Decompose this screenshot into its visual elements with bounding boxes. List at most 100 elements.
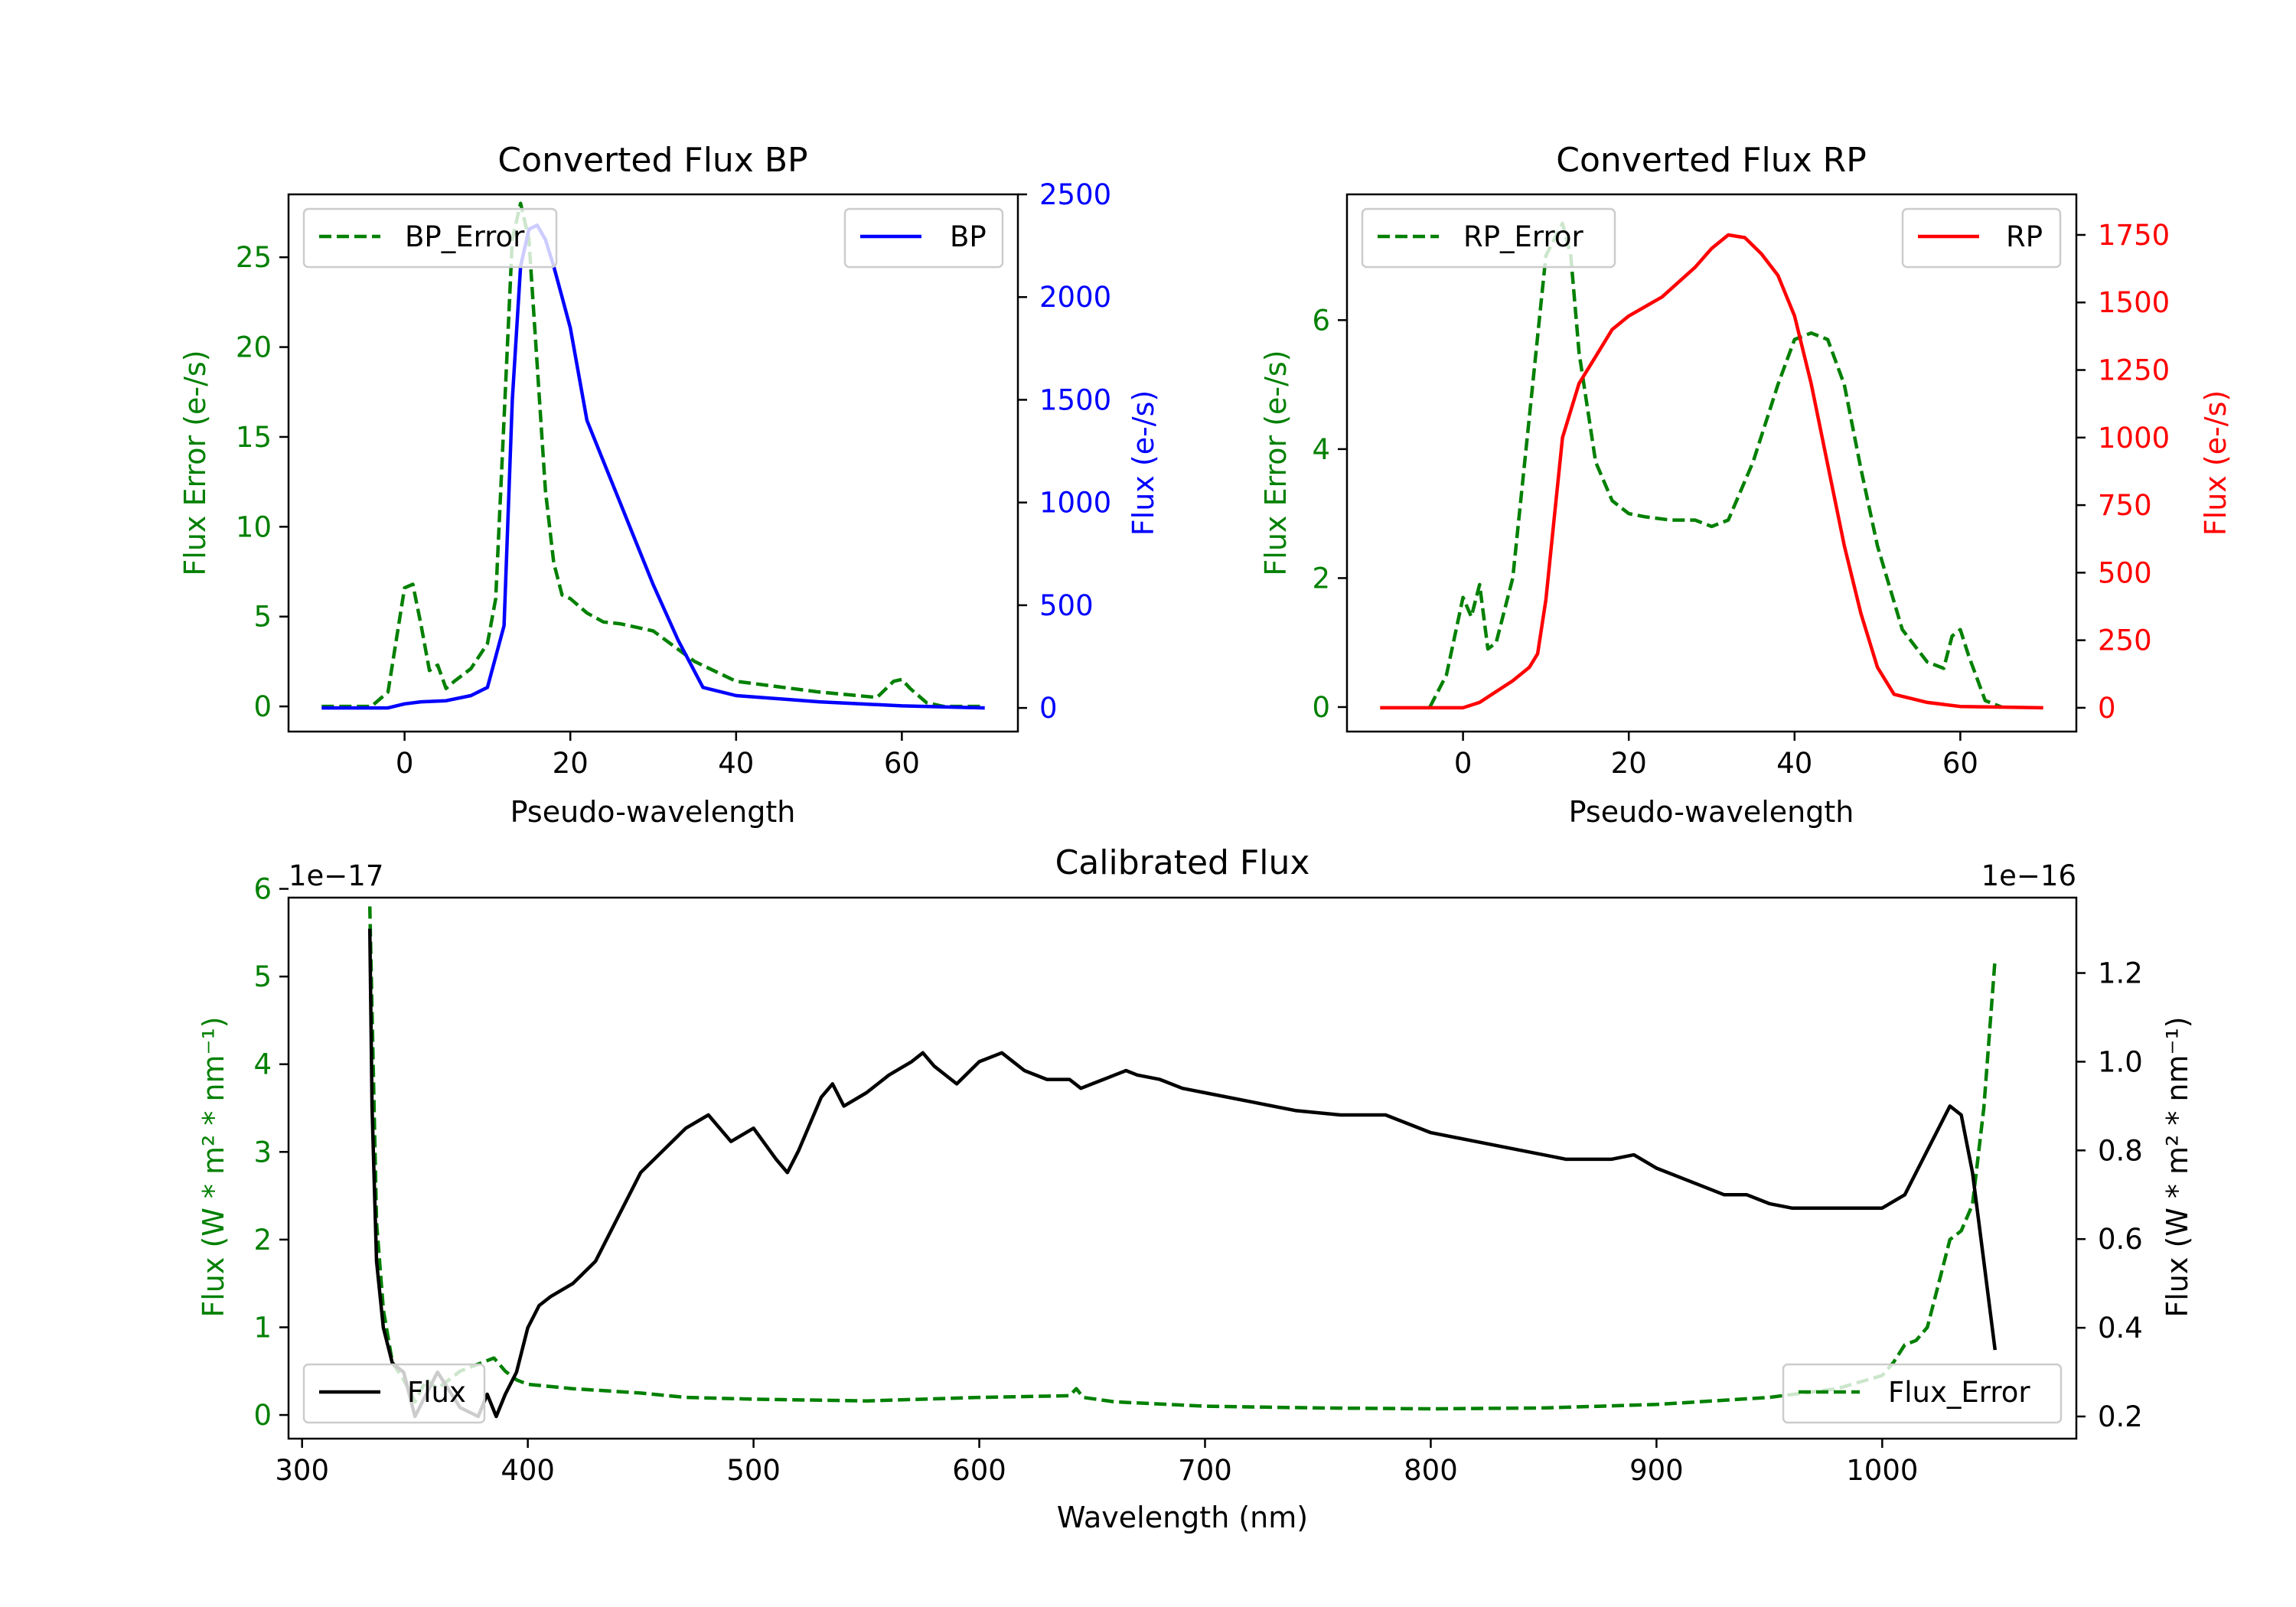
cal-left-tick-label: 6 bbox=[253, 873, 272, 906]
bp-chart-title: Converted Flux BP bbox=[497, 141, 807, 180]
bp-left-tick-label: 10 bbox=[236, 510, 272, 543]
cal-x-tick-label: 700 bbox=[1178, 1454, 1232, 1487]
calibrated-left-axis: 0 1 2 3 4 5 6 bbox=[253, 873, 289, 1432]
cal-left-tick-label: 2 bbox=[253, 1224, 272, 1257]
rp-x-axis: 0 20 40 60 bbox=[1454, 732, 1978, 780]
bp-left-tick-label: 20 bbox=[236, 331, 272, 364]
rp-x-tick-label: 0 bbox=[1454, 747, 1473, 780]
bp-legend: BP bbox=[843, 207, 1004, 269]
calibrated-chart: Calibrated Flux 1e−17 1e−16 300 400 500 600… bbox=[197, 843, 2194, 1534]
bp-x-tick-label: 0 bbox=[396, 747, 414, 780]
calibrated-error-legend: Flux_Error bbox=[1782, 1363, 2063, 1424]
calibrated-right-axis-label: Flux (W * m² * nm⁻¹) bbox=[2161, 1016, 2194, 1317]
rp-left-tick-label: 0 bbox=[1312, 691, 1330, 724]
rp-right-axis: 0 250 500 750 1000 1250 1500 1750 bbox=[2076, 219, 2170, 725]
bp-left-tick-label: 25 bbox=[236, 241, 272, 274]
rp-right-tick-label: 1750 bbox=[2098, 219, 2170, 252]
cal-left-tick-label: 3 bbox=[253, 1136, 272, 1169]
rp-right-tick-label: 0 bbox=[2098, 692, 2116, 725]
rp-left-tick-label: 4 bbox=[1312, 433, 1330, 466]
rp-right-tick-label: 500 bbox=[2098, 556, 2152, 589]
rp-chart: Converted Flux RP 0 20 40 60 0 2 4 6 0 250 500 75… bbox=[1259, 141, 2232, 829]
rp-right-axis-label: Flux (e-/s) bbox=[2199, 390, 2232, 536]
rp-x-axis-label: Pseudo-wavelength bbox=[1569, 795, 1854, 829]
rp-left-tick-label: 6 bbox=[1312, 304, 1330, 337]
bp-x-axis: 0 20 40 60 bbox=[396, 732, 920, 780]
rp-error-legend: RP_Error bbox=[1361, 207, 1616, 269]
bp-right-axis-label: Flux (e-/s) bbox=[1127, 390, 1160, 536]
calibrated-x-axis: 300 400 500 600 700 800 900 1000 bbox=[275, 1439, 1918, 1487]
rp-right-tick-label: 250 bbox=[2098, 624, 2152, 657]
rp-chart-title: Converted Flux RP bbox=[1556, 141, 1867, 180]
cal-x-tick-label: 300 bbox=[275, 1454, 329, 1487]
cal-x-tick-label: 500 bbox=[726, 1454, 781, 1487]
rp-right-tick-label: 1000 bbox=[2098, 422, 2170, 455]
bp-error-legend: BP_Error bbox=[302, 207, 558, 269]
rp-x-tick-label: 40 bbox=[1776, 747, 1812, 780]
cal-right-tick-label: 0.8 bbox=[2098, 1134, 2143, 1167]
cal-left-tick-label: 1 bbox=[253, 1311, 272, 1344]
rp-left-axis-label: Flux Error (e-/s) bbox=[1259, 350, 1293, 575]
cal-x-tick-label: 1000 bbox=[1846, 1454, 1918, 1487]
rp-left-axis: 0 2 4 6 bbox=[1312, 304, 1347, 724]
calibrated-flux-legend-label: Flux bbox=[407, 1376, 466, 1409]
bp-right-tick-label: 1000 bbox=[1039, 487, 1111, 520]
bp-x-tick-label: 60 bbox=[884, 747, 920, 780]
calibrated-right-axis: 0.2 0.4 0.6 0.8 1.0 1.2 bbox=[2076, 957, 2143, 1433]
bp-right-tick-label: 2000 bbox=[1039, 281, 1111, 314]
bp-right-tick-label: 2500 bbox=[1039, 178, 1111, 211]
cal-right-tick-label: 1.2 bbox=[2098, 957, 2143, 990]
cal-series-flux-error bbox=[367, 906, 1998, 1411]
cal-right-tick-label: 0.6 bbox=[2098, 1223, 2143, 1256]
bp-right-axis: 0 500 1000 1500 2000 2500 bbox=[1018, 178, 1111, 725]
calibrated-left-offset: 1e−17 bbox=[289, 859, 383, 892]
rp-x-tick-label: 20 bbox=[1611, 747, 1647, 780]
rp-right-tick-label: 1500 bbox=[2098, 286, 2170, 319]
rp-left-tick-label: 2 bbox=[1312, 562, 1330, 595]
rp-right-tick-label: 750 bbox=[2098, 489, 2152, 522]
rp-axes-frame bbox=[1345, 193, 2078, 733]
bp-left-axis-label: Flux Error (e-/s) bbox=[178, 350, 212, 575]
bp-right-tick-label: 0 bbox=[1039, 692, 1058, 725]
cal-series-flux bbox=[367, 928, 1998, 1419]
cal-x-tick-label: 600 bbox=[952, 1454, 1006, 1487]
bp-legend-label: BP bbox=[950, 220, 987, 253]
calibrated-flux-legend: Flux bbox=[302, 1363, 486, 1424]
bp-x-tick-label: 40 bbox=[718, 747, 754, 780]
cal-left-tick-label: 0 bbox=[253, 1399, 272, 1432]
bp-chart: Converted Flux BP 0 20 40 60 0 5 10 15 20 25 0 50… bbox=[178, 141, 1160, 829]
bp-left-tick-label: 0 bbox=[253, 690, 272, 723]
cal-x-tick-label: 900 bbox=[1629, 1454, 1684, 1487]
rp-series-rp-error bbox=[1428, 221, 2003, 709]
calibrated-x-axis-label: Wavelength (nm) bbox=[1057, 1501, 1308, 1534]
calibrated-left-axis-label: Flux (W * m² * nm⁻¹) bbox=[197, 1016, 230, 1317]
cal-right-tick-label: 1.0 bbox=[2098, 1045, 2143, 1078]
rp-legend-label: RP bbox=[2006, 220, 2043, 253]
bp-left-tick-label: 5 bbox=[253, 601, 272, 634]
rp-legend: RP bbox=[1901, 207, 2062, 269]
cal-x-tick-label: 800 bbox=[1404, 1454, 1458, 1487]
cal-right-tick-label: 0.4 bbox=[2098, 1312, 2143, 1345]
bp-series-bp-error bbox=[321, 201, 985, 709]
calibrated-chart-title: Calibrated Flux bbox=[1055, 843, 1310, 882]
cal-left-tick-label: 4 bbox=[253, 1048, 272, 1081]
bp-left-tick-label: 15 bbox=[236, 421, 272, 454]
cal-right-tick-label: 0.2 bbox=[2098, 1400, 2143, 1433]
rp-x-tick-label: 60 bbox=[1942, 747, 1978, 780]
cal-x-tick-label: 400 bbox=[501, 1454, 555, 1487]
bp-error-legend-label: BP_Error bbox=[405, 220, 525, 253]
calibrated-error-legend-label: Flux_Error bbox=[1888, 1376, 2030, 1409]
bp-right-tick-label: 1500 bbox=[1039, 383, 1111, 416]
bp-x-tick-label: 20 bbox=[553, 747, 589, 780]
bp-left-axis: 0 5 10 15 20 25 bbox=[236, 241, 289, 723]
rp-error-legend-label: RP_Error bbox=[1463, 220, 1583, 253]
rp-series-rp bbox=[1380, 233, 2043, 710]
calibrated-plot-area bbox=[367, 906, 1998, 1419]
calibrated-axes-frame bbox=[287, 896, 2078, 1440]
rp-right-tick-label: 1250 bbox=[2098, 354, 2170, 387]
bp-right-tick-label: 500 bbox=[1039, 589, 1094, 622]
bp-x-axis-label: Pseudo-wavelength bbox=[510, 795, 796, 829]
bp-axes-frame bbox=[287, 193, 1019, 733]
cal-left-tick-label: 5 bbox=[253, 960, 272, 993]
